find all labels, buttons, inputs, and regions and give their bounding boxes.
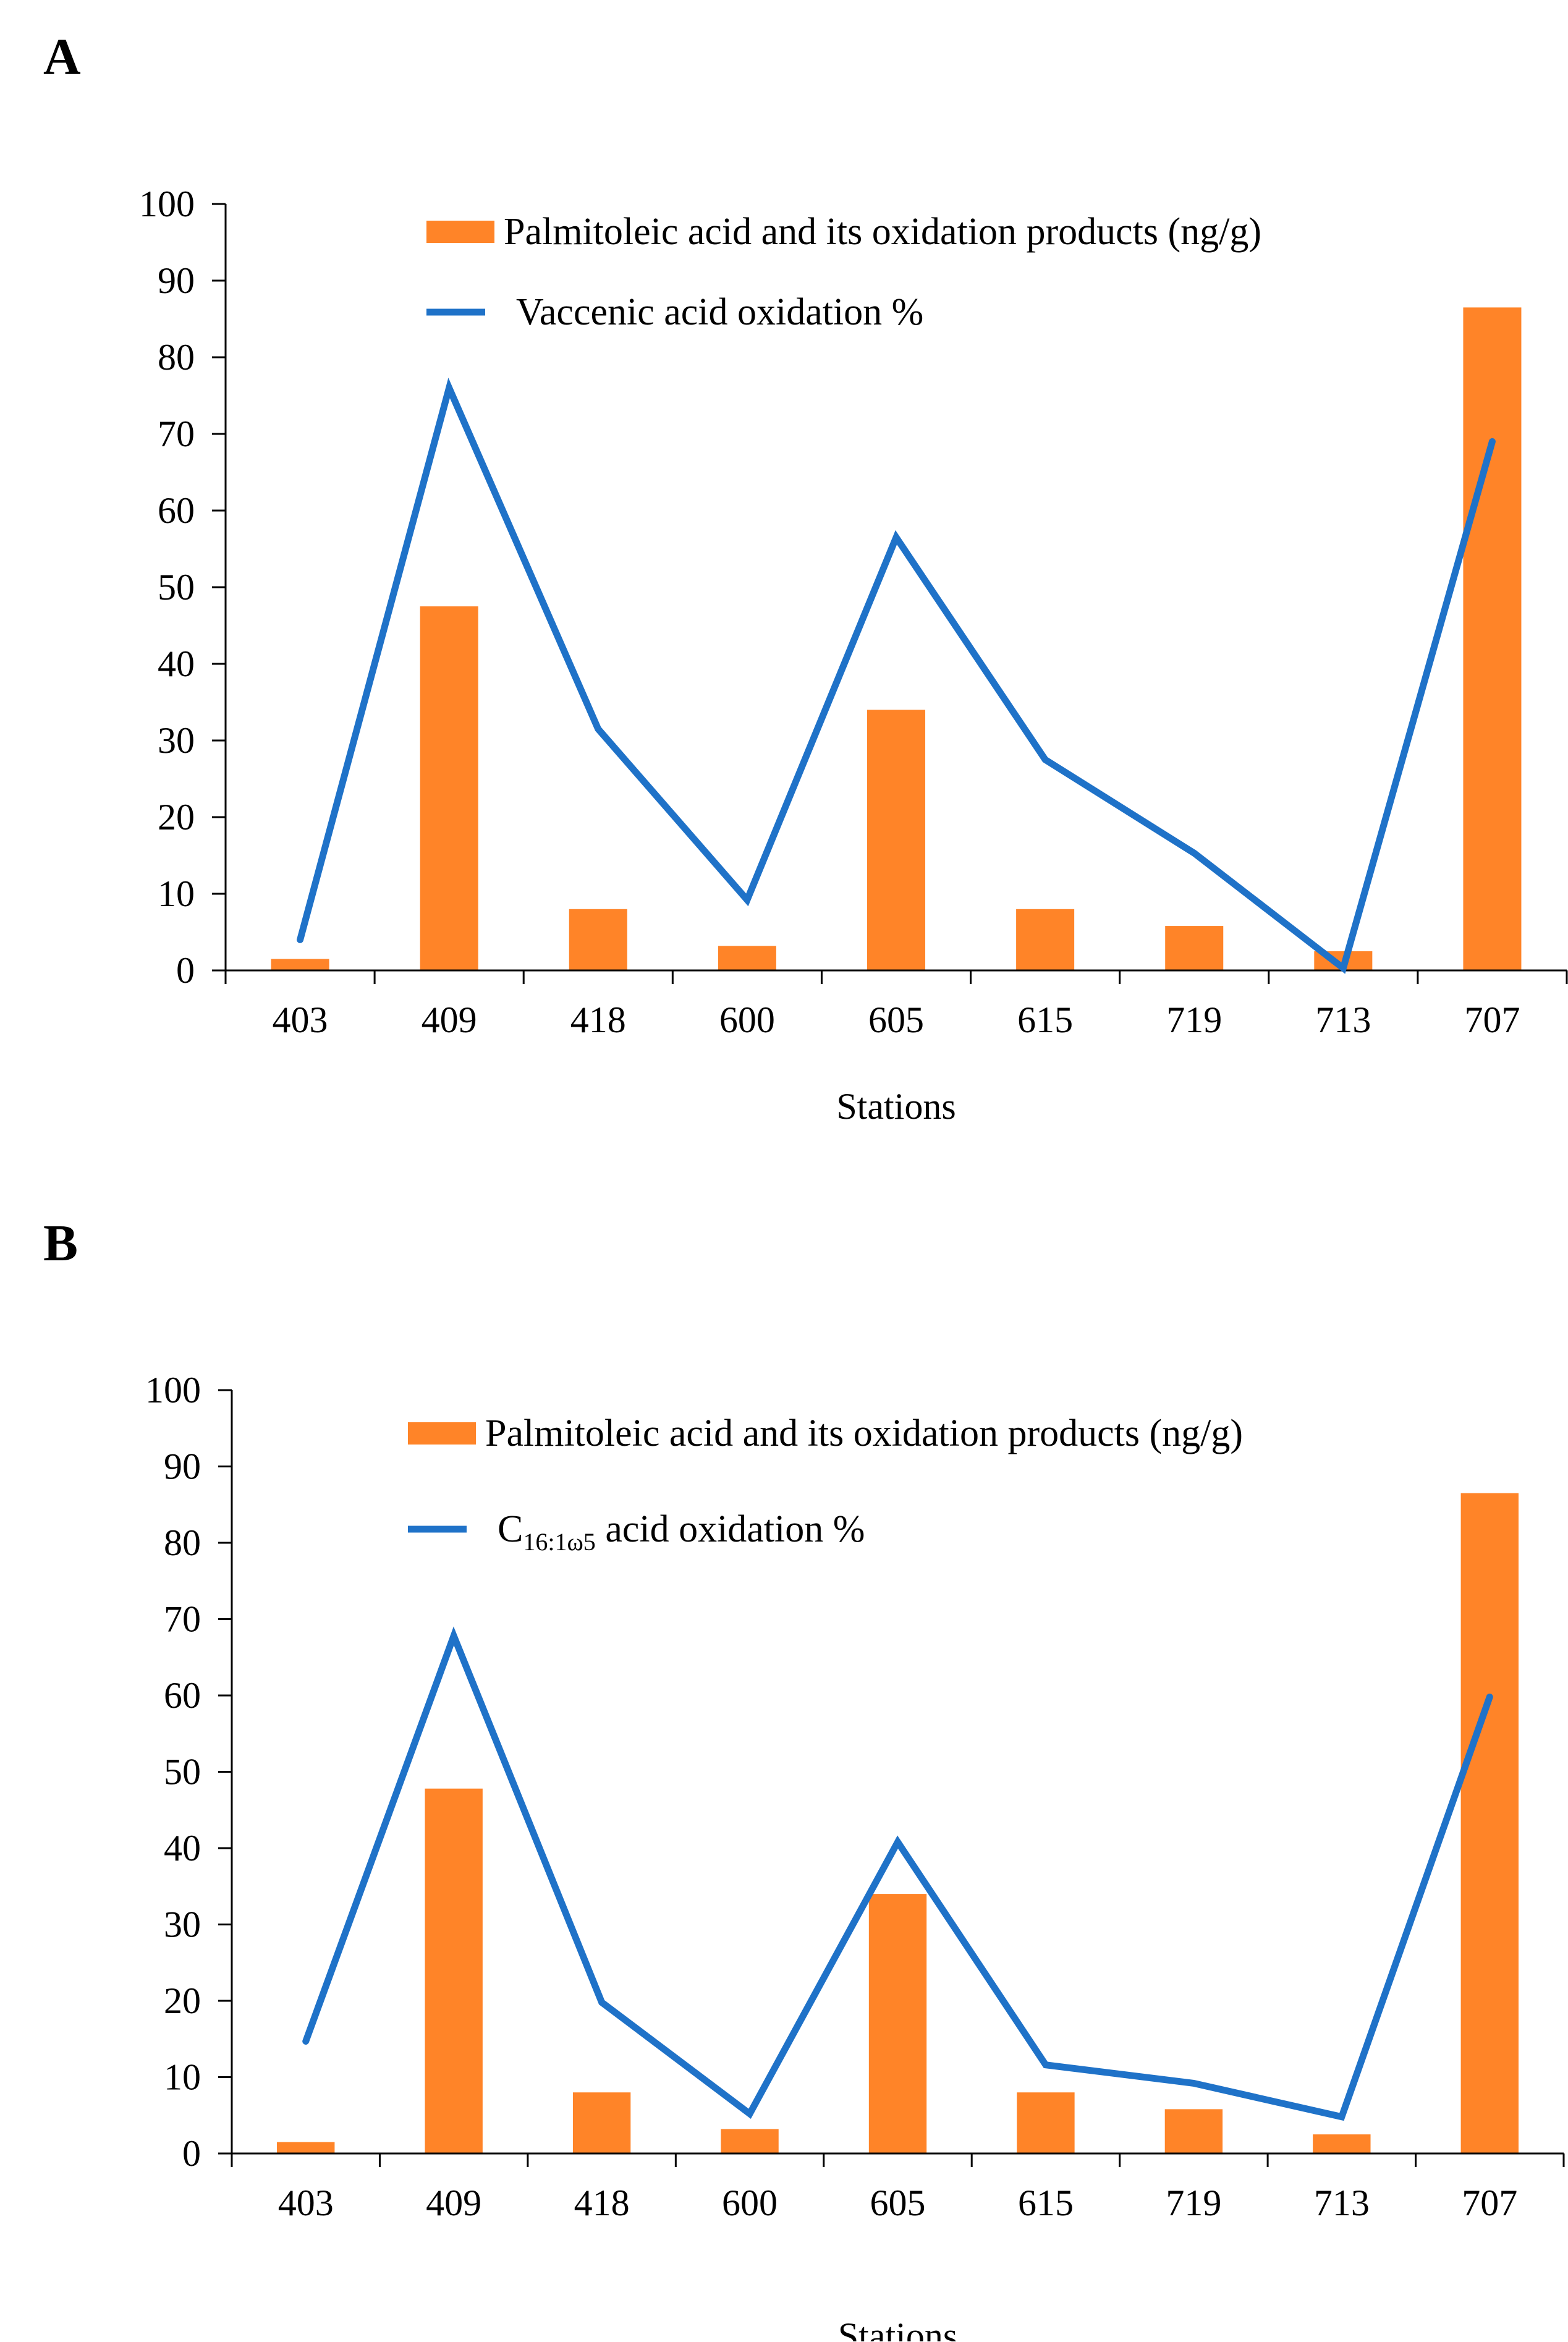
bar-719 xyxy=(1164,2109,1223,2153)
x-tick-label-713: 713 xyxy=(1315,999,1371,1040)
y-tick-label: 0 xyxy=(182,2133,201,2174)
bar-615 xyxy=(1016,909,1075,970)
y-tick-label: 90 xyxy=(164,1446,201,1487)
x-tick-label-605: 605 xyxy=(868,999,924,1040)
bar-605 xyxy=(868,1894,927,2153)
bar-403 xyxy=(277,2142,335,2153)
x-tick-label-403: 403 xyxy=(278,2183,334,2223)
panel-label: A xyxy=(43,28,81,86)
x-tick-label-600: 600 xyxy=(719,999,775,1040)
y-tick-label: 40 xyxy=(158,643,195,684)
y-tick-label: 30 xyxy=(158,720,195,761)
panel-label: B xyxy=(43,1215,78,1272)
bar-418 xyxy=(569,909,627,970)
x-tick-label-707: 707 xyxy=(1464,999,1520,1040)
y-tick-label: 30 xyxy=(164,1904,201,1945)
legend-label-bar: Palmitoleic acid and its oxidation produ… xyxy=(485,1412,1243,1454)
bar-707 xyxy=(1460,1493,1519,2153)
y-tick-label: 60 xyxy=(164,1675,201,1716)
y-tick-label: 20 xyxy=(158,797,195,838)
chart-panel-b: B 0 10 20 30 40 50 60 70 80 90 100 403 409 418 600 605 61… xyxy=(0,1171,1568,2341)
legend-swatch-bar xyxy=(426,221,494,243)
y-tick-label: 60 xyxy=(158,490,195,531)
x-tick-label-615: 615 xyxy=(1018,2183,1074,2223)
x-tick-label-403: 403 xyxy=(273,999,328,1040)
x-tick-label-605: 605 xyxy=(870,2183,926,2223)
y-tick-label: 70 xyxy=(164,1599,201,1640)
x-axis-title: Stations xyxy=(836,1086,956,1127)
bar-605 xyxy=(867,710,926,970)
chart-panel-a: A 0 10 20 30 40 50 60 70 80 90 100 403 409 418 600 605 61… xyxy=(43,28,1568,1127)
bar-719 xyxy=(1165,926,1224,970)
bar-409 xyxy=(420,606,478,970)
legend-label-line: Vaccenic acid oxidation % xyxy=(516,291,923,333)
chart-svg: B 0 10 20 30 40 50 60 70 80 90 100 403 409 418 600 605 61… xyxy=(43,1215,1565,2341)
legend-label-bar: Palmitoleic acid and its oxidation produ… xyxy=(504,211,1261,253)
legend-swatch-bar xyxy=(408,1422,476,1445)
bar-615 xyxy=(1017,2092,1075,2153)
chart-svg: A 0 10 20 30 40 50 60 70 80 90 100 403 409 418 600 605 61… xyxy=(43,28,1568,1127)
y-tick-label: 10 xyxy=(158,873,195,914)
y-tick-label: 100 xyxy=(139,184,195,224)
legend-label-line: C16:1ω5 acid oxidation % xyxy=(498,1508,865,1556)
x-tick-label-719: 719 xyxy=(1166,999,1222,1040)
y-tick-label: 80 xyxy=(164,1522,201,1563)
bar-707 xyxy=(1463,307,1522,970)
x-tick-label-719: 719 xyxy=(1166,2183,1221,2223)
y-tick-label: 50 xyxy=(164,1752,201,1793)
y-tick-label: 20 xyxy=(164,1980,201,2021)
x-axis-title: Stations xyxy=(838,2315,957,2341)
y-tick-label: 70 xyxy=(158,414,195,454)
bar-600 xyxy=(721,2129,779,2153)
y-tick-label: 0 xyxy=(176,950,195,991)
x-tick-label-707: 707 xyxy=(1462,2183,1517,2223)
x-tick-label-600: 600 xyxy=(722,2183,778,2223)
y-tick-label: 40 xyxy=(164,1828,201,1869)
x-tick-label-418: 418 xyxy=(574,2183,630,2223)
x-tick-label-615: 615 xyxy=(1017,999,1073,1040)
y-tick-label: 90 xyxy=(158,260,195,301)
bar-403 xyxy=(271,959,329,970)
bar-409 xyxy=(425,1788,483,2153)
y-tick-label: 50 xyxy=(158,567,195,608)
bar-418 xyxy=(572,2092,631,2153)
y-tick-label: 10 xyxy=(164,2057,201,2098)
y-tick-label: 100 xyxy=(145,1370,201,1411)
x-tick-label-713: 713 xyxy=(1314,2183,1370,2223)
y-tick-label: 80 xyxy=(158,337,195,378)
x-tick-label-409: 409 xyxy=(422,999,477,1040)
x-tick-label-418: 418 xyxy=(570,999,626,1040)
x-tick-label-409: 409 xyxy=(426,2183,481,2223)
bar-600 xyxy=(718,946,776,970)
bar-713 xyxy=(1313,2134,1371,2153)
